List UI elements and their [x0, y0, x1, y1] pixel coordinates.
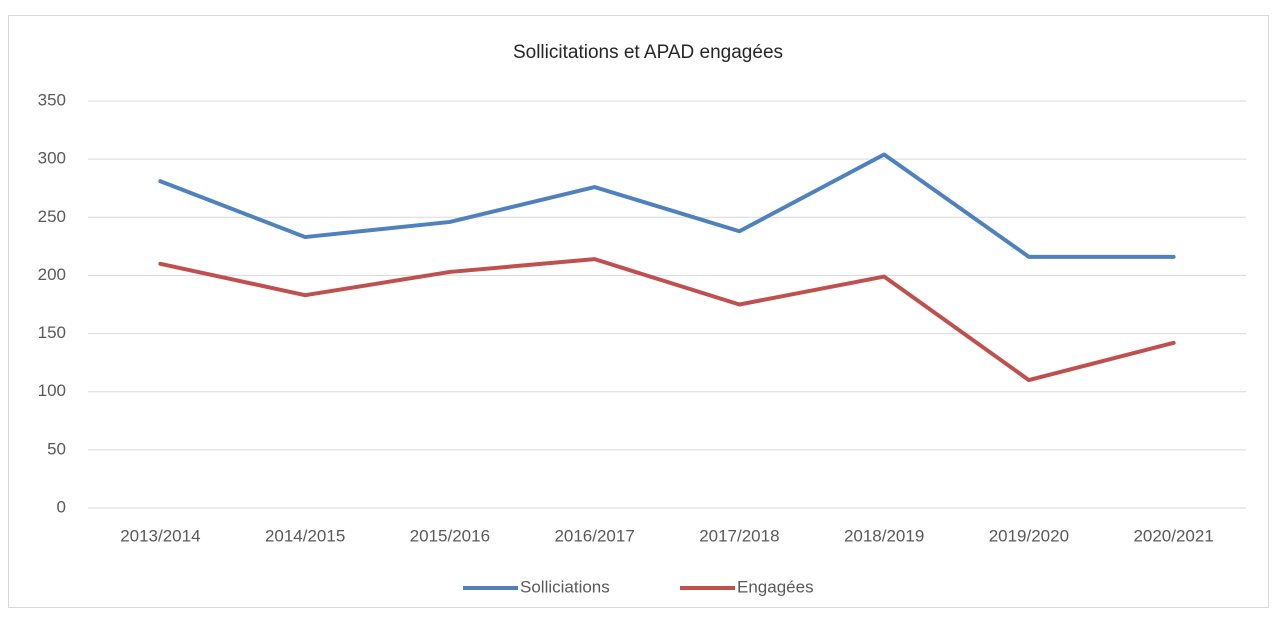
chart-title: Sollicitations et APAD engagées	[513, 42, 783, 63]
legend-label: Solliciations	[520, 577, 610, 596]
y-tick-label: 0	[57, 497, 66, 516]
x-tick-label: 2020/2021	[1133, 526, 1213, 545]
y-tick-label: 300	[38, 149, 66, 168]
x-tick-label: 2017/2018	[699, 526, 779, 545]
series-line	[158, 257, 1176, 383]
x-tick-label: 2015/2016	[410, 526, 490, 545]
y-tick-label: 200	[38, 265, 66, 284]
x-tick-label: 2016/2017	[554, 526, 634, 545]
y-tick-label: 50	[47, 439, 66, 458]
x-tick-label: 2019/2020	[989, 526, 1069, 545]
chart-border	[8, 15, 1269, 608]
legend-label: Engagées	[737, 577, 814, 596]
x-tick-label: 2018/2019	[844, 526, 924, 545]
y-tick-label: 250	[38, 207, 66, 226]
series-line	[158, 152, 1176, 259]
x-tick-label: 2014/2015	[265, 526, 345, 545]
y-tick-label: 150	[38, 323, 66, 342]
y-tick-label: 100	[38, 381, 66, 400]
x-tick-label: 2013/2014	[120, 526, 200, 545]
y-tick-label: 350	[38, 90, 66, 109]
